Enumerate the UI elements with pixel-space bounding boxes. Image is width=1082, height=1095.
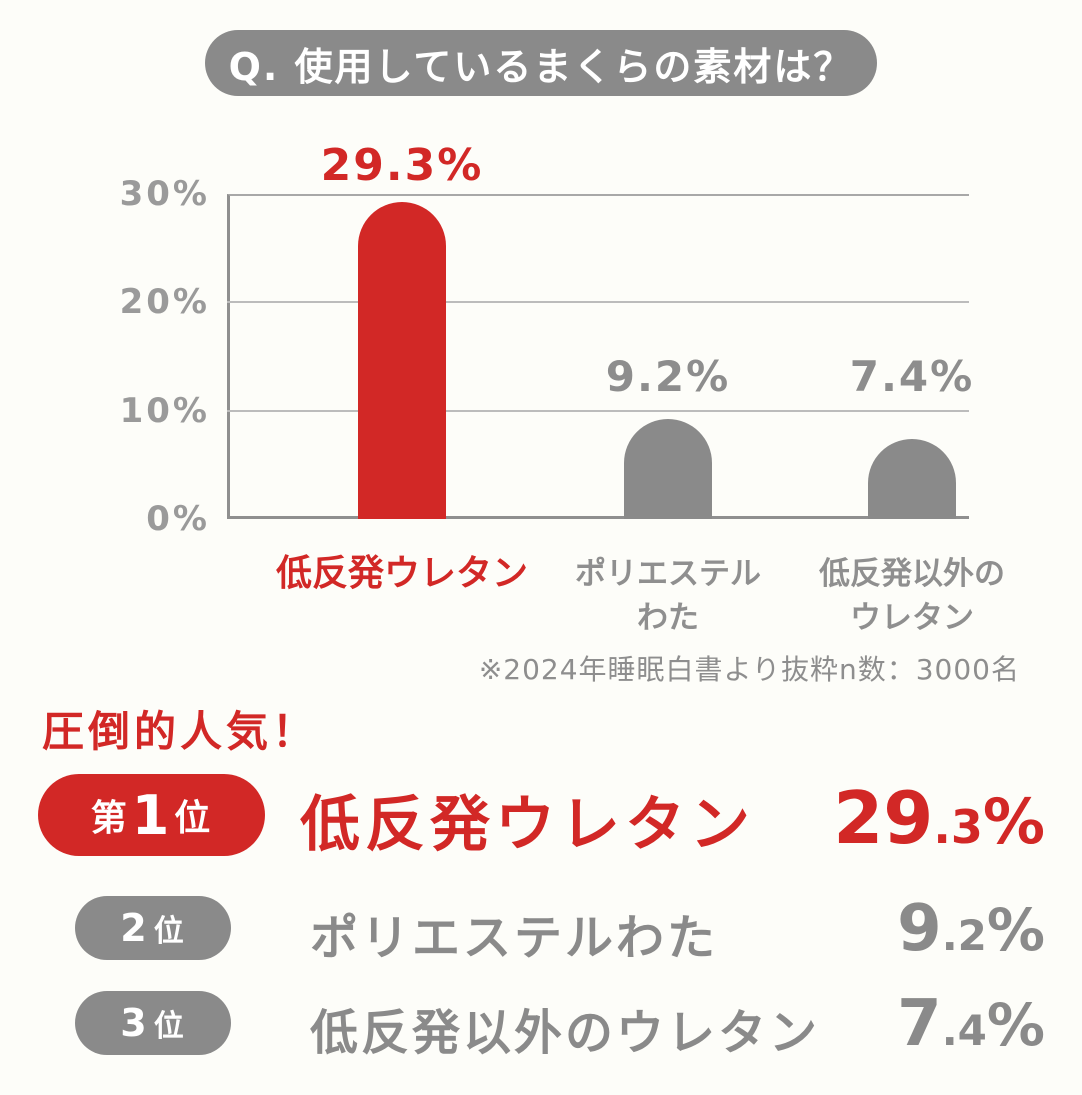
y-axis-tick-3: 10%: [119, 390, 210, 431]
rank-1-value: 29.3%: [833, 776, 1045, 860]
rank-2-badge-suffix: 位: [153, 914, 186, 949]
rank-1-badge-prefix: 第: [90, 798, 129, 839]
bar-value-label-1: 29.3%: [320, 140, 484, 191]
x-axis-label-3: 低反発以外の ウレタン: [742, 552, 1082, 640]
question-title: Q. 使用しているまくらの素材は？: [228, 44, 854, 89]
x-axis-label-line: わた: [637, 600, 699, 636]
bar-2: [624, 419, 712, 519]
rank-2-label: ポリエステルわた: [310, 910, 719, 966]
rank-2-value-unit: %: [986, 896, 1045, 964]
rank-1-label: 低反発ウレタン: [300, 790, 755, 860]
rank-3-value-dec: .4: [941, 1006, 987, 1055]
x-axis-label-line: 低反発以外の: [819, 556, 1005, 592]
bar-1: [358, 202, 446, 519]
rank-1-value-unit: %: [982, 785, 1045, 858]
x-axis-label-2: ポリエステル わた: [498, 552, 838, 640]
x-axis-label-line: ポリエステル: [575, 556, 761, 592]
y-axis-tick-1: 30%: [119, 174, 210, 214]
rank-3-badge-number: 3: [120, 1001, 149, 1045]
bar-3: [868, 439, 956, 519]
rank-2-value-int: 9: [897, 892, 942, 966]
y-axis-tick-2: 20%: [119, 282, 210, 323]
rank-1-value-dec: .3: [933, 800, 983, 854]
rank-3-value-unit: %: [986, 991, 1045, 1059]
rank-2-value-dec: .2: [941, 911, 987, 960]
plot-area: [227, 194, 969, 519]
rank-3-label: 低反発以外のウレタン: [310, 1005, 821, 1061]
rank-2-value: 9.2%: [897, 892, 1045, 966]
gridline-2: [227, 409, 969, 412]
x-axis-label-line: ウレタン: [850, 600, 974, 636]
rank-3-badge-suffix: 位: [153, 1009, 186, 1044]
question-title-pill: Q. 使用しているまくらの素材は？: [205, 30, 877, 96]
rank-3-value-int: 7: [897, 987, 942, 1061]
source-note: ※2024年睡眠白書より抜粋n数：3000名: [478, 653, 1020, 686]
bar-value-label-3: 7.4%: [849, 352, 975, 401]
y-axis-tick-4: 0%: [146, 499, 210, 539]
rank-1-value-int: 29: [833, 776, 934, 860]
x-axis-label-line: 低反発ウレタン: [275, 553, 528, 594]
rank-3-value: 7.4%: [897, 987, 1045, 1061]
rank-2-badge-number: 2: [120, 906, 149, 950]
x-axis-label-1: 低反発ウレタン: [232, 552, 572, 596]
bar-value-label-2: 9.2%: [605, 352, 731, 401]
gridline-1: [227, 301, 969, 304]
rank-1-badge-number: 1: [131, 783, 172, 847]
rank-1-badge-suffix: 位: [174, 798, 213, 839]
ranking-headline: 圧倒的人気！: [42, 707, 319, 756]
